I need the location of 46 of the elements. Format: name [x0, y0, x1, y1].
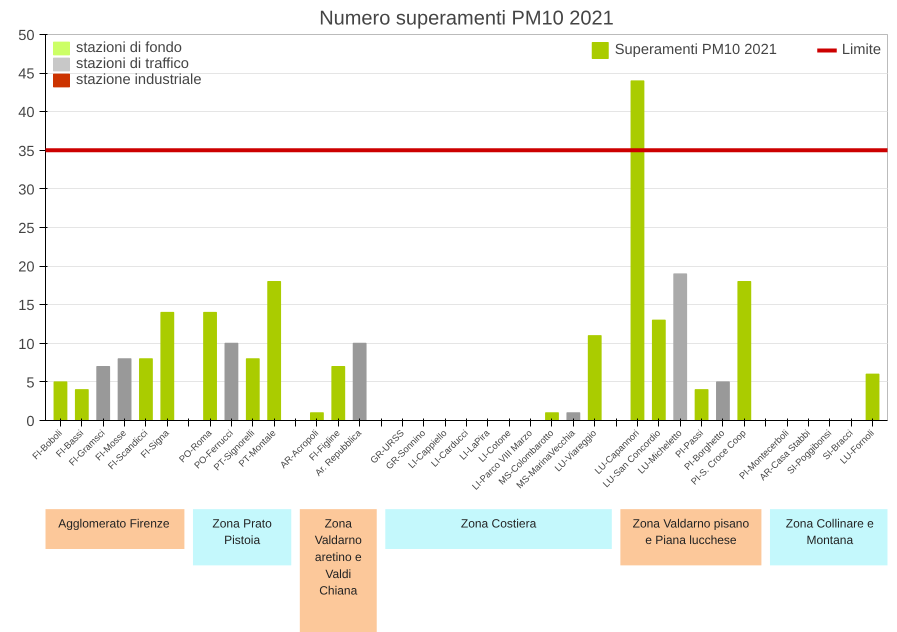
y-tick-label: 15	[18, 298, 35, 314]
bar	[352, 342, 367, 420]
text: Zona Collinare e Montana	[786, 516, 874, 548]
bar	[74, 389, 89, 420]
text: Zona Costiera	[460, 516, 537, 530]
y-tick-label: 0	[26, 414, 35, 430]
legend-label: Superamenti PM10 2021	[614, 42, 777, 58]
bar	[630, 80, 644, 420]
bar	[139, 358, 153, 420]
legend-label: stazioni di fondo	[76, 40, 182, 56]
bar	[118, 358, 132, 420]
bar	[566, 412, 580, 420]
legend-label: stazioni di traffico	[76, 56, 189, 72]
bar	[737, 281, 752, 420]
y-tick-label: 10	[18, 336, 35, 353]
bar	[267, 281, 282, 420]
bar	[588, 335, 602, 420]
bar	[203, 312, 217, 420]
text: Zona Valdarno aretino e Valdi Chiana	[314, 516, 362, 598]
y-tick-label: 35	[18, 144, 35, 160]
bar	[331, 366, 346, 420]
text: Zona Valdarno pisano e Piana lucchese	[632, 516, 750, 548]
bar	[160, 312, 174, 420]
bar	[310, 412, 324, 420]
y-tick-label: 20	[18, 260, 35, 276]
y-tick-label: 45	[18, 66, 35, 83]
chart-title: Numero superamenti PM10 2021	[319, 8, 614, 30]
y-tick-label: 5	[26, 375, 35, 392]
bar	[716, 381, 730, 420]
text: Zona Prato Pistoia	[212, 516, 272, 548]
bar	[545, 412, 559, 420]
bar	[96, 366, 110, 420]
bar	[246, 358, 260, 420]
y-tick-label: 30	[18, 182, 35, 198]
bar	[224, 342, 238, 420]
y-tick-label: 40	[18, 105, 35, 122]
bar	[694, 389, 708, 420]
y-tick-label: 25	[18, 221, 35, 237]
text: Agglomerato Firenze	[58, 516, 170, 530]
legend-label: Limite	[842, 42, 881, 58]
bar	[673, 273, 688, 420]
legend-label: stazione industriale	[76, 72, 202, 88]
y-tick-label: 50	[18, 28, 35, 44]
bar	[652, 320, 666, 420]
bar	[54, 381, 68, 420]
bar	[866, 374, 880, 420]
